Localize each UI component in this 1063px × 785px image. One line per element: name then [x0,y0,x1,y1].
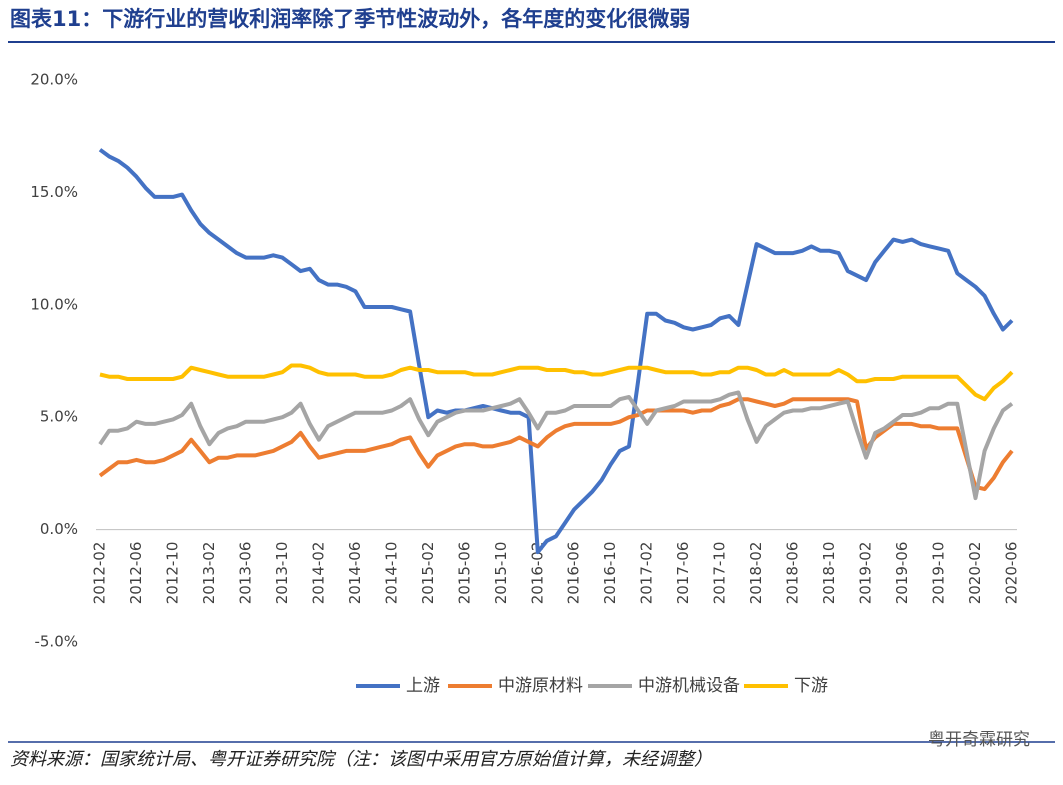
x-tick-label: 2013-10 [273,542,291,605]
x-tick-label: 2013-06 [236,542,254,605]
x-tick-label: 2020-06 [1003,542,1021,605]
x-tick-label: 2018-02 [747,542,765,605]
x-tick-label: 2012-06 [127,542,145,605]
y-tick-label: 5.0% [40,408,78,426]
x-tick-label: 2019-10 [930,542,948,605]
legend-label: 中游原材料 [498,676,583,696]
chart-title: 图表11：下游行业的营收利润率除了季节性波动外，各年度的变化很微弱 [10,7,690,31]
x-tick-label: 2017-06 [674,542,692,605]
series-line [98,148,1014,555]
x-tick-label: 2012-10 [163,542,181,605]
x-tick-label: 2017-10 [711,542,729,605]
y-tick-label: 10.0% [30,295,78,313]
x-tick-label: 2014-02 [309,542,327,605]
x-tick-label: 2015-02 [419,542,437,605]
x-tick-label: 2015-10 [492,542,510,605]
series-line [99,363,1014,402]
legend-label: 上游 [406,676,440,696]
x-tick-label: 2019-06 [893,542,911,605]
x-tick-label: 2012-02 [91,542,109,605]
series-line [98,397,1014,492]
x-tick-label: 2013-02 [200,542,218,605]
y-tick-label: -5.0% [34,633,78,651]
x-tick-label: 2015-06 [455,542,473,605]
series-line [98,390,1014,501]
source-note: 资料来源：国家统计局、粤开证券研究院（注：该图中采用官方原始值计算，未经调整） [10,749,712,770]
x-tick-label: 2018-06 [784,542,802,605]
x-tick-label: 2016-02 [528,542,546,605]
legend-label: 下游 [794,676,828,696]
x-tick-label: 2019-02 [857,542,875,605]
y-tick-label: 20.0% [30,71,78,89]
y-tick-label: 15.0% [30,183,78,201]
x-tick-label: 2014-10 [382,542,400,605]
watermark: 粤开奇霖研究 [928,730,1030,750]
x-tick-label: 2020-02 [966,542,984,605]
legend-label: 中游机械设备 [638,676,740,696]
x-tick-label: 2014-06 [346,542,364,605]
y-tick-label: 0.0% [40,520,78,538]
x-tick-label: 2017-02 [638,542,656,605]
x-tick-label: 2016-06 [565,542,583,605]
x-tick-label: 2016-10 [601,542,619,605]
x-tick-label: 2018-10 [820,542,838,605]
